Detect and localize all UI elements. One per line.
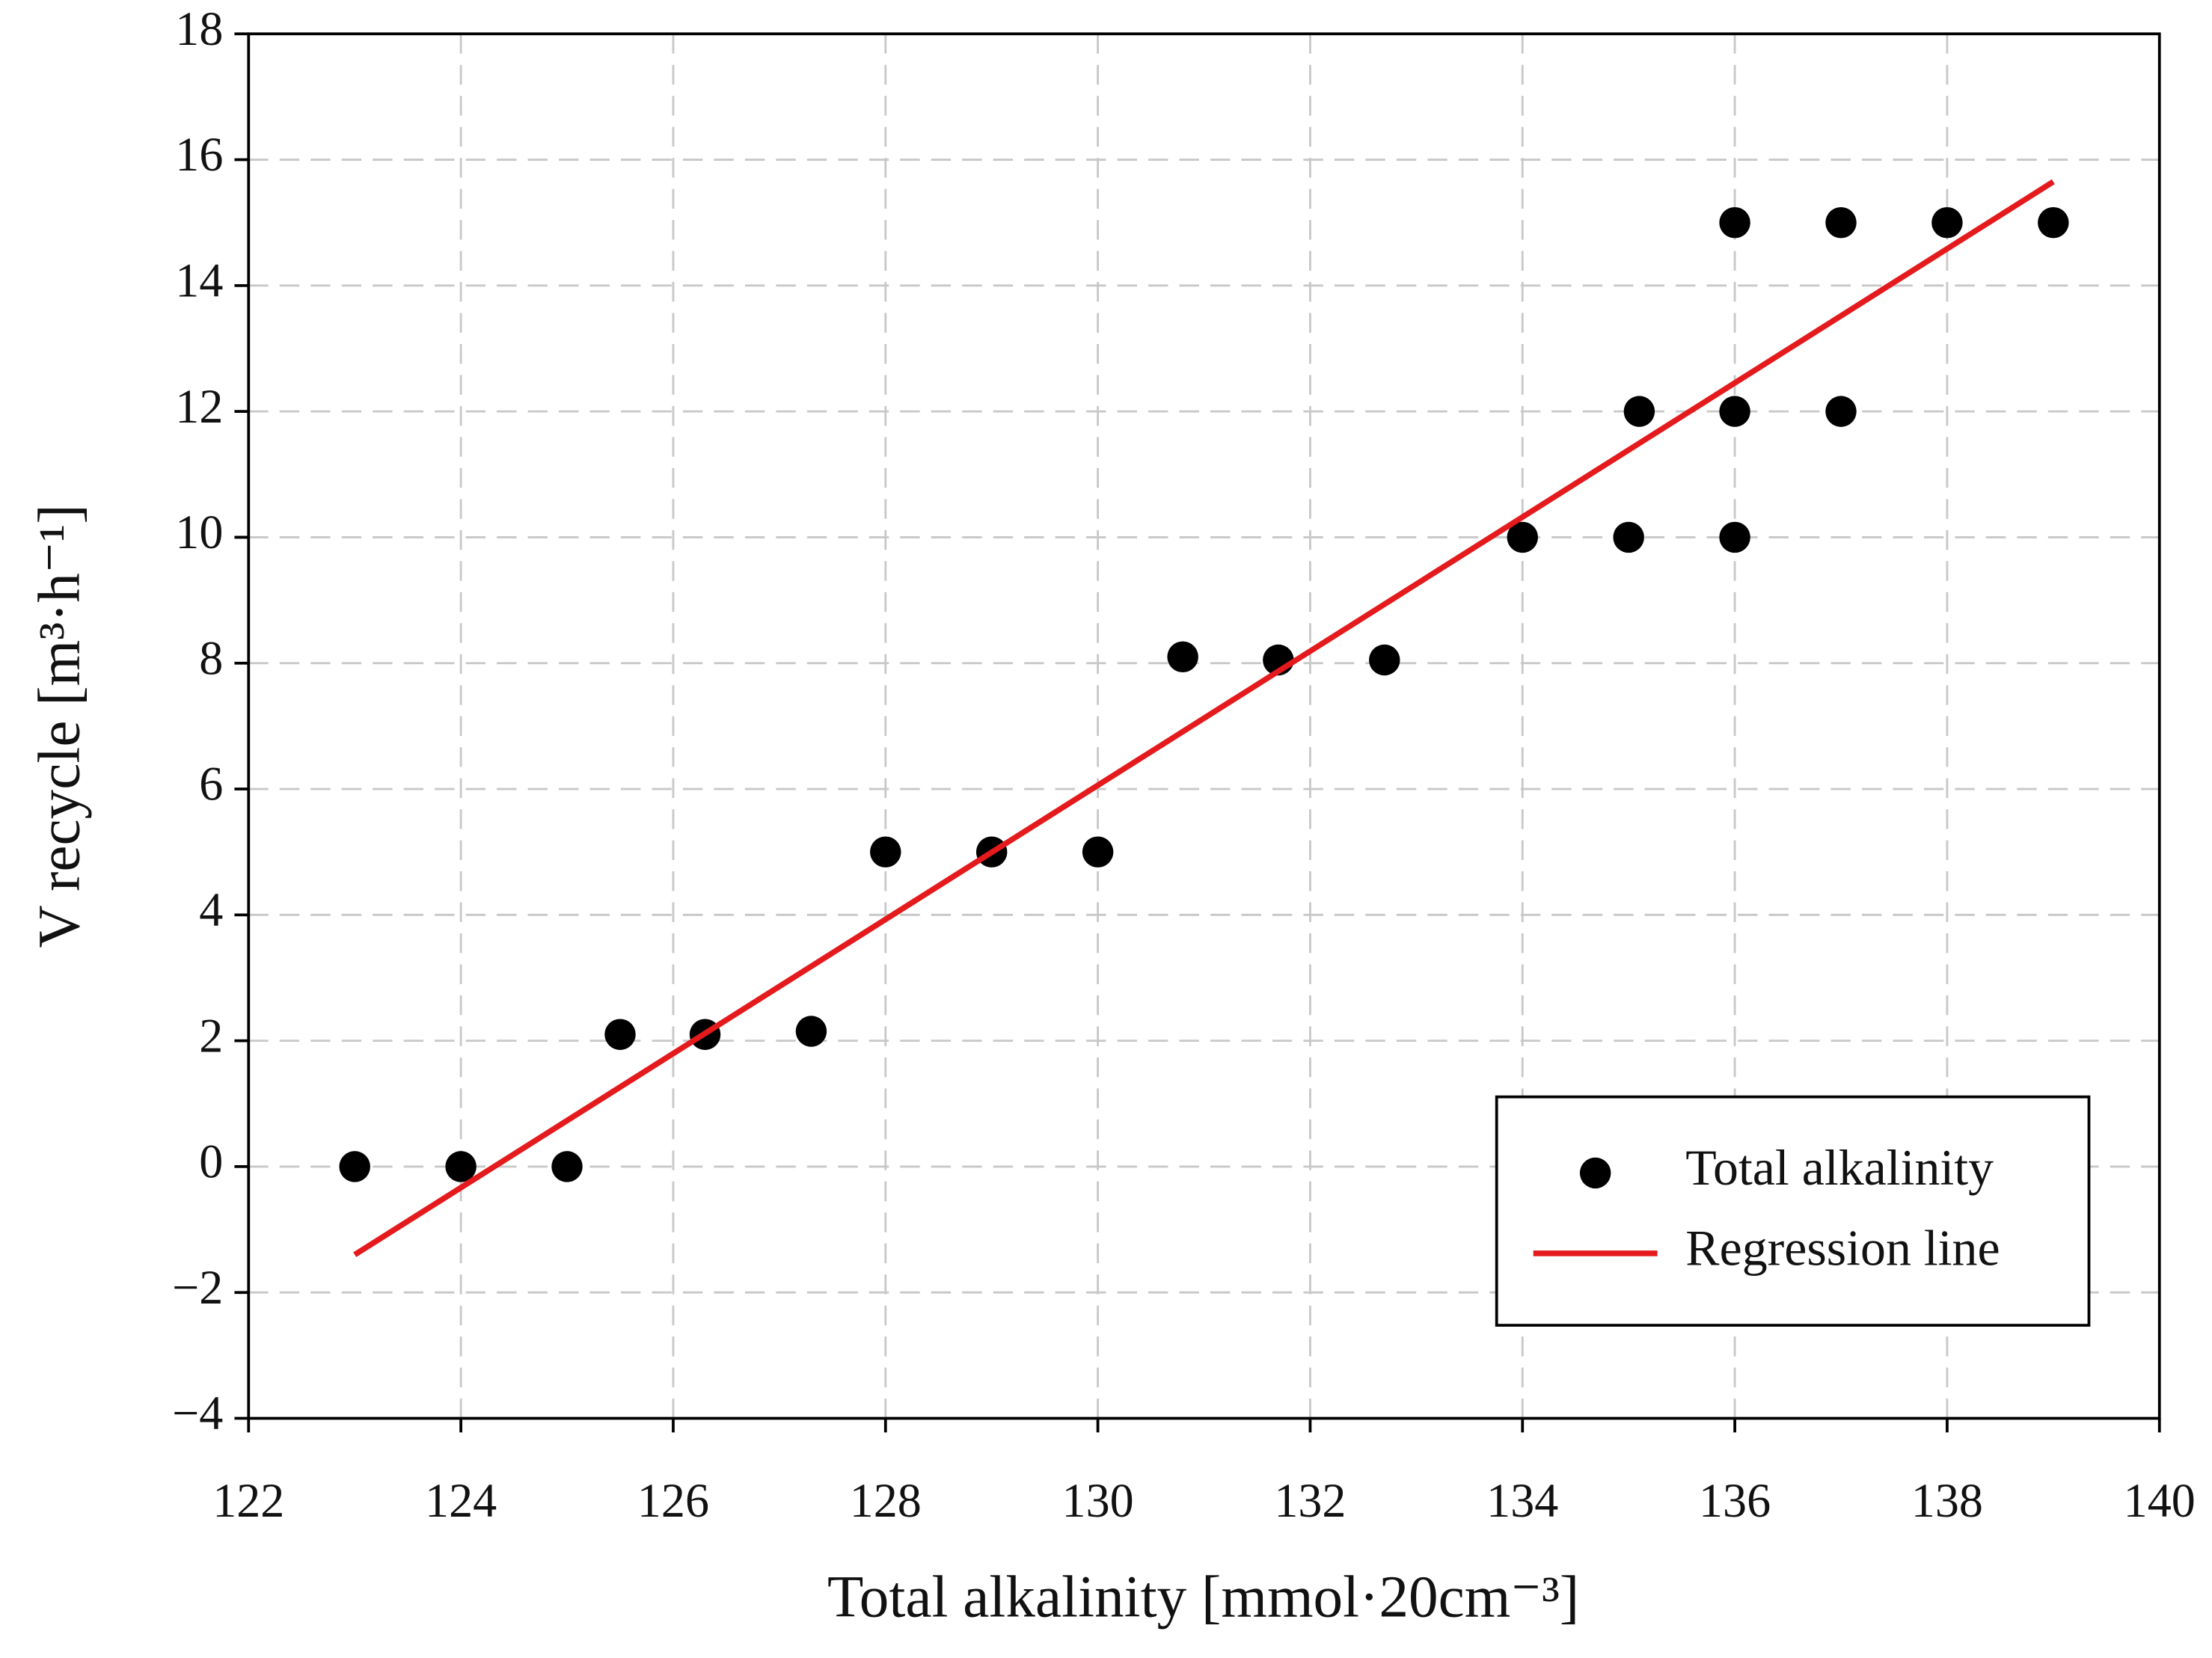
- x-tick-label: 138: [1911, 1474, 1983, 1527]
- x-tick-label: 134: [1486, 1474, 1558, 1527]
- legend-label: Total alkalinity: [1685, 1140, 1994, 1196]
- y-tick-label: 6: [199, 758, 223, 811]
- y-tick-label: 4: [199, 883, 223, 936]
- y-tick-label: −4: [172, 1387, 223, 1440]
- data-point: [551, 1151, 583, 1182]
- data-point: [1369, 644, 1400, 676]
- y-tick-label: −2: [172, 1261, 223, 1314]
- data-point: [1825, 206, 1857, 239]
- y-tick-label: 0: [199, 1135, 223, 1188]
- x-tick-label: 124: [425, 1474, 497, 1527]
- data-point: [1167, 641, 1198, 673]
- data-point: [1507, 521, 1539, 553]
- data-point: [2038, 206, 2069, 239]
- x-tick-label: 130: [1062, 1474, 1134, 1527]
- y-tick-label: 12: [175, 380, 223, 433]
- x-tick-label: 140: [2124, 1474, 2196, 1527]
- data-point: [1623, 396, 1655, 427]
- y-tick-label: 16: [175, 128, 223, 181]
- x-tick-label: 122: [212, 1474, 284, 1527]
- data-point: [1613, 521, 1644, 553]
- data-point: [795, 1016, 827, 1047]
- data-point: [339, 1151, 370, 1182]
- plot-frame: [247, 32, 2161, 1420]
- regression-line: [353, 179, 2055, 1257]
- y-axis-label: V recycle [m³·h⁻¹]: [26, 504, 92, 948]
- data-point: [604, 1019, 636, 1050]
- x-tick-label: 136: [1699, 1474, 1771, 1527]
- data-point: [1931, 206, 1963, 239]
- y-tick-label: 2: [199, 1009, 223, 1062]
- y-tick-label: 10: [175, 506, 223, 559]
- x-tick-label: 132: [1274, 1474, 1346, 1527]
- x-tick-label: 126: [637, 1474, 709, 1527]
- data-point: [445, 1151, 477, 1182]
- legend-marker: [1579, 1157, 1611, 1189]
- y-tick-label: 18: [175, 2, 223, 55]
- data-point: [870, 836, 901, 868]
- y-tick-label: 8: [199, 631, 223, 684]
- data-point: [1719, 206, 1750, 239]
- data-point: [1825, 396, 1857, 427]
- data-point: [1082, 836, 1114, 868]
- x-axis-label: Total alkalinity [mmol·20cm⁻³]: [827, 1565, 1579, 1630]
- data-point: [1719, 521, 1750, 553]
- legend-label: Regression line: [1685, 1221, 2000, 1277]
- y-tick-label: 14: [175, 254, 223, 307]
- data-point: [1719, 396, 1750, 427]
- x-tick-label: 128: [850, 1474, 922, 1527]
- legend-box: [1495, 1095, 2091, 1327]
